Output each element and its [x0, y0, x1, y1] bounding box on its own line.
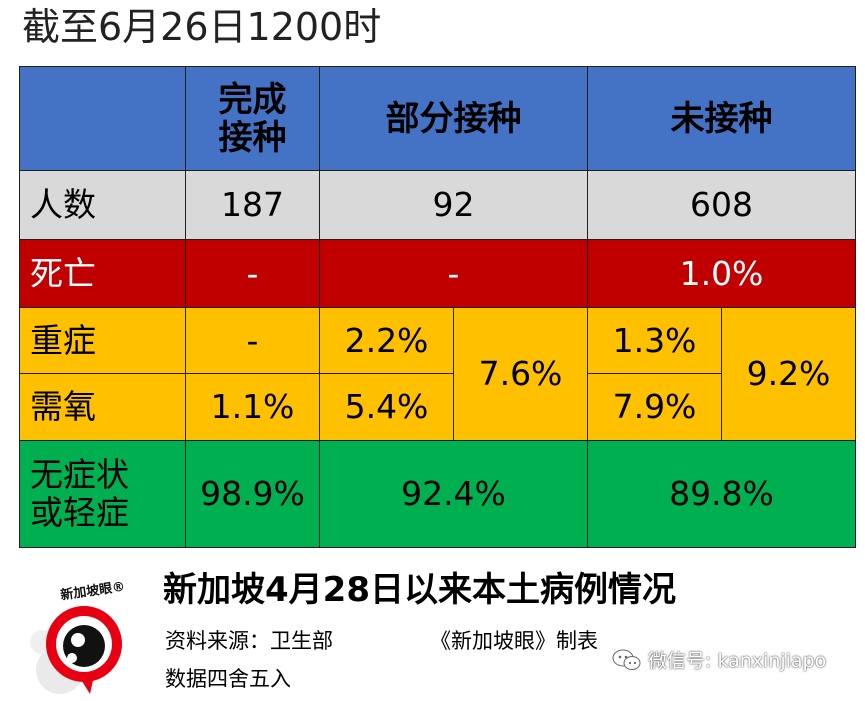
severe-none: 1.3%	[587, 307, 722, 374]
mild-none: 89.8%	[587, 440, 856, 548]
people-full: 187	[185, 170, 320, 240]
mild-full: 98.9%	[185, 440, 320, 548]
table-row: 无症状 或轻症 98.9% 92.4% 89.8%	[19, 440, 856, 548]
footer-credit: 《新加坡眼》制表	[430, 629, 598, 653]
severe-partial: 2.2%	[319, 307, 454, 374]
death-none: 1.0%	[587, 239, 856, 308]
oxygen-partial: 5.4%	[319, 373, 454, 441]
row-label-mild: 无症状 或轻症	[19, 440, 186, 548]
header-unvaccinated: 未接种	[587, 66, 856, 171]
case-table: 完成 接种 部分接种 未接种 人数 187 92 608 死亡 - - 1.0%…	[19, 66, 856, 548]
table-row: 重症 - 2.2% 7.6% 1.3% 9.2%	[19, 307, 856, 441]
header-full-vaccinated: 完成 接种	[185, 66, 320, 171]
header-corner	[19, 66, 186, 171]
wechat-icon	[612, 649, 641, 670]
people-none: 608	[587, 170, 856, 240]
date-note: 截至6月26日1200时	[22, 5, 382, 49]
row-label-oxygen: 需氧	[19, 373, 186, 441]
table-row: 需氧 1.1% 5.4% 7.9%	[19, 373, 856, 441]
severe-oxygen-none-total: 9.2%	[721, 307, 856, 441]
footer-note: 数据四舍五入	[165, 667, 291, 691]
table-row: 死亡 - - 1.0%	[19, 239, 856, 308]
footer-source: 资料来源：卫生部	[165, 629, 333, 653]
footer-title: 新加坡4月28日以来本土病例情况	[163, 570, 676, 610]
table-header-row: 完成 接种 部分接种 未接种	[19, 66, 856, 171]
row-label-severe: 重症	[19, 307, 186, 374]
oxygen-none: 7.9%	[587, 373, 722, 441]
row-label-people: 人数	[19, 170, 186, 240]
severe-full: -	[185, 307, 320, 374]
people-partial: 92	[319, 170, 588, 240]
xinjiapoyan-eye-logo-icon	[30, 606, 122, 694]
oxygen-full: 1.1%	[185, 373, 320, 441]
table-row: 人数 187 92 608	[19, 170, 856, 240]
row-label-death: 死亡	[19, 239, 186, 308]
mild-partial: 92.4%	[319, 440, 588, 548]
header-partial-vaccinated: 部分接种	[319, 66, 588, 171]
death-full: -	[185, 239, 320, 308]
death-partial: -	[319, 239, 588, 308]
wechat-id: 微信号: kanxinjiapo	[648, 650, 827, 672]
wechat-watermark: 微信号: kanxinjiapo	[612, 646, 826, 673]
severe-oxygen-partial-total: 7.6%	[453, 307, 588, 441]
